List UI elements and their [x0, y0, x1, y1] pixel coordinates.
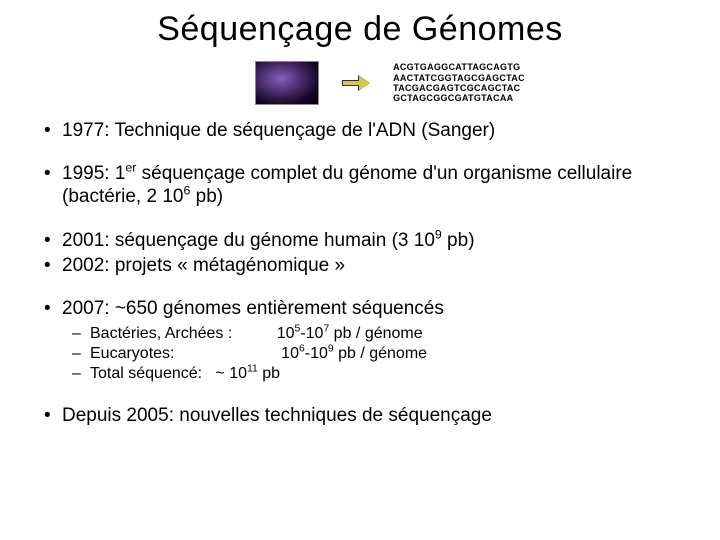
- superscript: 11: [247, 364, 258, 375]
- seq-line: TACGACGAGTCGCAGCTAC: [393, 83, 525, 93]
- bullet-2002: 2002: projets « métagénomique »: [40, 254, 680, 277]
- bullet-2005: Depuis 2005: nouvelles techniques de séq…: [40, 404, 680, 427]
- sub-bacteria: Bactéries, Archées : 105-107 pb / génome: [62, 324, 680, 344]
- text: Total séquencé: ~ 10: [90, 365, 247, 382]
- superscript: er: [125, 161, 136, 175]
- sub-eucaryotes: Eucaryotes: 106-109 pb / génome: [62, 344, 680, 364]
- text: Eucaryotes: 10: [90, 345, 299, 362]
- text: pb / génome: [329, 325, 422, 342]
- text: 2001: séquençage du génome humain (3 10: [62, 230, 435, 251]
- superscript: 9: [435, 227, 442, 241]
- bullet-1977: 1977: Technique de séquençage de l'ADN (…: [40, 119, 680, 142]
- sub-bullet-list: Bactéries, Archées : 105-107 pb / génome…: [62, 324, 680, 384]
- seq-line: GCTAGCGGCGATGTACAA: [393, 93, 525, 103]
- seq-line: AACTATCGGTAGCGAGCTAC: [393, 73, 525, 83]
- bullet-2001: 2001: séquençage du génome humain (3 109…: [40, 229, 680, 252]
- main-bullet-list: 1977: Technique de séquençage de l'ADN (…: [40, 119, 680, 427]
- chromosome-image: [255, 61, 319, 105]
- seq-line: ACGTGAGGCATTAGCAGTG: [393, 62, 525, 72]
- text: pb): [442, 230, 475, 251]
- text: pb: [258, 365, 280, 382]
- text: pb): [190, 186, 223, 207]
- arrow-icon: [339, 74, 373, 92]
- text: -10: [305, 345, 328, 362]
- text: 2007: ~650 génomes entièrement séquencés: [62, 298, 444, 319]
- text: séquençage complet du génome d'un organi…: [62, 163, 632, 207]
- bullet-1995: 1995: 1er séquençage complet du génome d…: [40, 162, 680, 208]
- sub-total: Total séquencé: ~ 1011 pb: [62, 364, 680, 384]
- text: 1995: 1: [62, 163, 125, 184]
- text: -10: [300, 325, 323, 342]
- text: pb / génome: [334, 345, 427, 362]
- dna-sequence-block: ACGTGAGGCATTAGCAGTG AACTATCGGTAGCGAGCTAC…: [393, 62, 525, 103]
- header-illustration-row: ACGTGAGGCATTAGCAGTG AACTATCGGTAGCGAGCTAC…: [40, 61, 680, 105]
- page-title: Séquençage de Génomes: [40, 10, 680, 49]
- bullet-2007: 2007: ~650 génomes entièrement séquencés…: [40, 297, 680, 384]
- text: Bactéries, Archées : 10: [90, 325, 295, 342]
